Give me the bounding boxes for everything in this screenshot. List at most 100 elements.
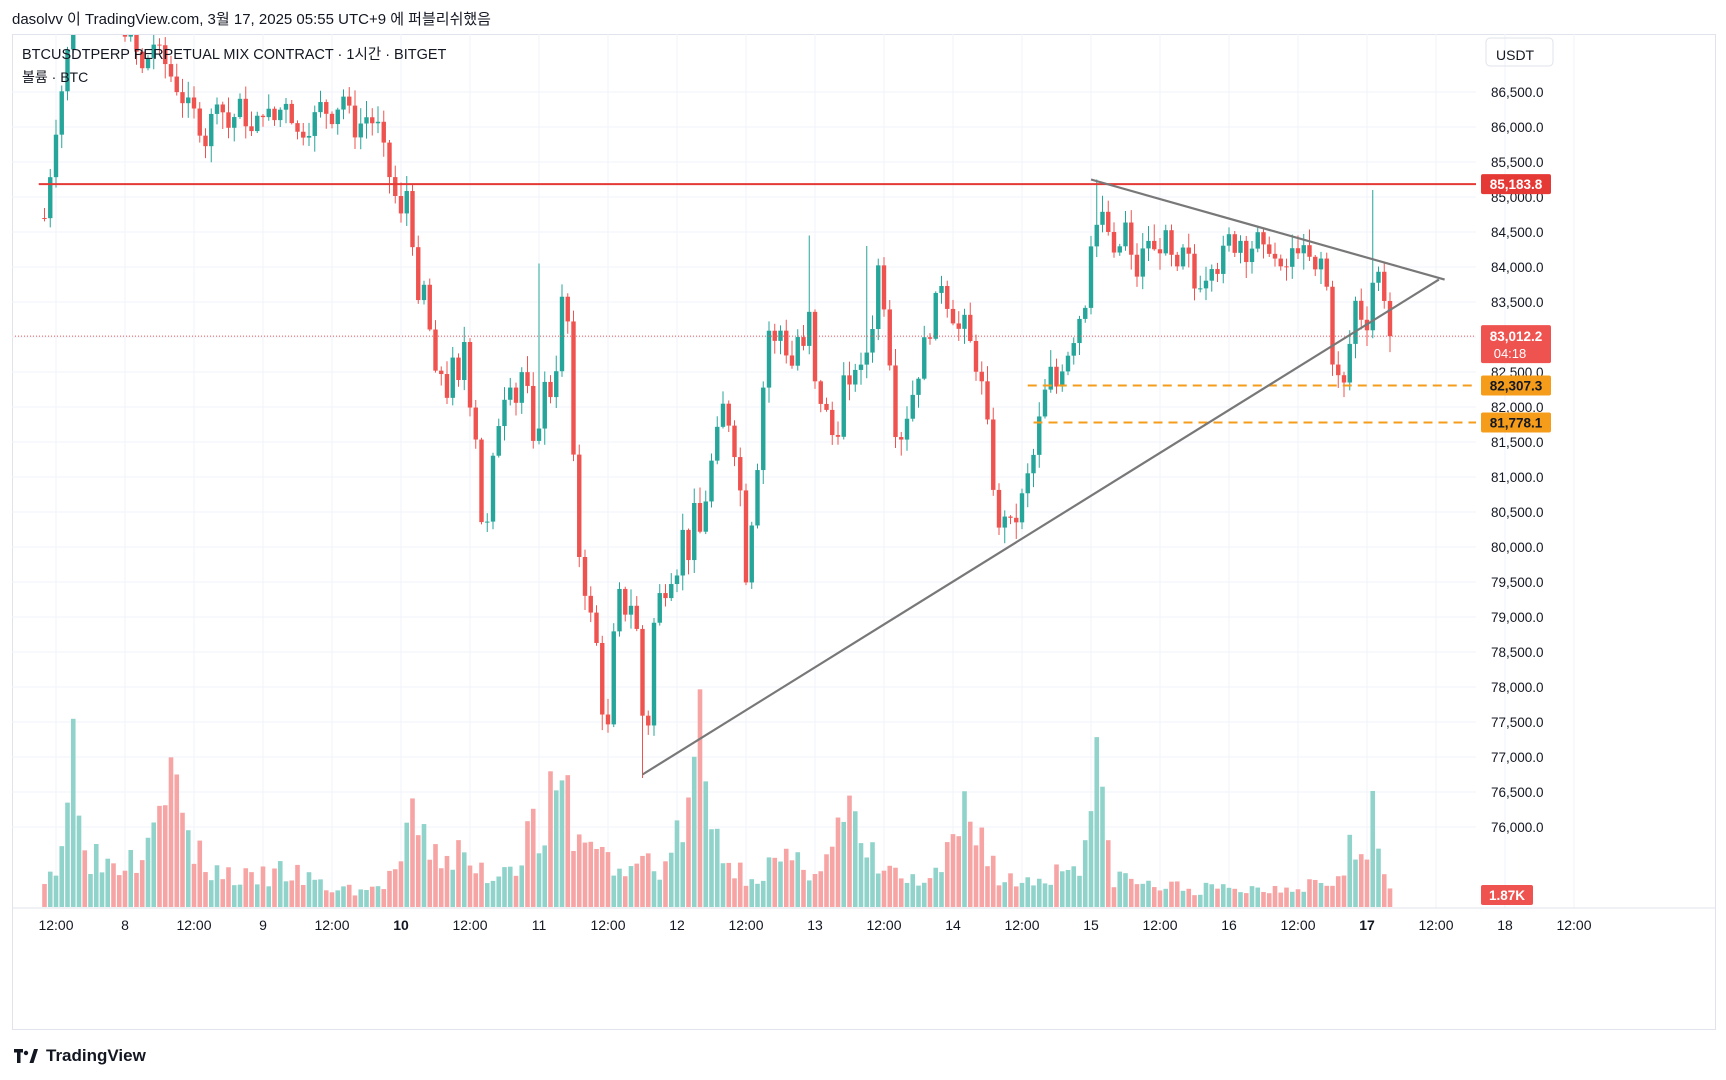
candle[interactable] bbox=[726, 400, 731, 433]
candle[interactable] bbox=[1180, 244, 1186, 270]
candle[interactable] bbox=[876, 258, 881, 341]
candle[interactable] bbox=[996, 483, 1002, 535]
candle[interactable] bbox=[272, 106, 277, 126]
candle[interactable] bbox=[490, 452, 496, 530]
candle[interactable] bbox=[485, 513, 490, 533]
candle[interactable] bbox=[669, 573, 674, 602]
candle[interactable] bbox=[1226, 227, 1232, 252]
candle[interactable] bbox=[789, 340, 795, 369]
candle[interactable] bbox=[1209, 264, 1214, 292]
candle[interactable] bbox=[657, 584, 662, 626]
candle[interactable] bbox=[232, 113, 237, 142]
candle[interactable] bbox=[1376, 266, 1381, 292]
candle[interactable] bbox=[77, 1, 81, 23]
candle[interactable] bbox=[416, 235, 421, 304]
candle[interactable] bbox=[1106, 200, 1111, 236]
support-price-tag[interactable]: 82,307.3 bbox=[1481, 375, 1551, 396]
candle[interactable] bbox=[1341, 371, 1347, 398]
candle[interactable] bbox=[939, 275, 944, 304]
candle[interactable] bbox=[1002, 510, 1007, 544]
candle[interactable] bbox=[784, 319, 789, 364]
candle[interactable] bbox=[818, 379, 823, 413]
candle[interactable] bbox=[439, 366, 444, 386]
candle[interactable] bbox=[1232, 230, 1237, 258]
candle[interactable] bbox=[1359, 288, 1364, 330]
candle[interactable] bbox=[163, 37, 168, 79]
volume-legend[interactable]: 볼륨 · BTC bbox=[22, 69, 89, 85]
candle[interactable] bbox=[749, 521, 754, 589]
candle[interactable] bbox=[502, 387, 507, 441]
candle[interactable] bbox=[174, 63, 179, 96]
candle[interactable] bbox=[301, 122, 306, 146]
candle[interactable] bbox=[743, 483, 749, 586]
candle[interactable] bbox=[807, 235, 812, 355]
candle[interactable] bbox=[973, 334, 979, 381]
candle[interactable] bbox=[617, 582, 622, 637]
candle[interactable] bbox=[450, 346, 455, 406]
candle[interactable] bbox=[697, 487, 703, 534]
candle[interactable] bbox=[214, 97, 220, 125]
candle[interactable] bbox=[1117, 243, 1122, 256]
candle[interactable] bbox=[956, 311, 961, 341]
candle[interactable] bbox=[985, 366, 990, 425]
candle[interactable] bbox=[1152, 224, 1157, 251]
candle[interactable] bbox=[536, 263, 542, 445]
tradingview-branding[interactable]: TradingView bbox=[14, 1046, 146, 1066]
candle[interactable] bbox=[674, 569, 680, 593]
candle[interactable] bbox=[1336, 351, 1341, 388]
candle[interactable] bbox=[1387, 292, 1393, 353]
candle[interactable] bbox=[71, 8, 76, 54]
candle[interactable] bbox=[686, 528, 691, 575]
candle[interactable] bbox=[651, 618, 657, 736]
candle[interactable] bbox=[910, 380, 915, 422]
candle[interactable] bbox=[847, 361, 852, 401]
candle[interactable] bbox=[1140, 233, 1145, 290]
candle[interactable] bbox=[738, 447, 743, 507]
candle[interactable] bbox=[243, 86, 248, 139]
candle[interactable] bbox=[381, 110, 386, 157]
candle[interactable] bbox=[571, 310, 576, 462]
candle[interactable] bbox=[927, 333, 933, 345]
candle[interactable] bbox=[950, 299, 956, 326]
candle[interactable] bbox=[663, 584, 668, 607]
candle[interactable] bbox=[387, 140, 392, 194]
candle[interactable] bbox=[720, 391, 726, 429]
candle[interactable] bbox=[1278, 254, 1283, 271]
candle[interactable] bbox=[226, 97, 231, 139]
candle[interactable] bbox=[467, 338, 473, 417]
candle[interactable] bbox=[134, 21, 139, 65]
candle[interactable] bbox=[531, 372, 536, 449]
candle[interactable] bbox=[1175, 251, 1180, 272]
candle[interactable] bbox=[209, 108, 214, 163]
currency-button[interactable] bbox=[1485, 37, 1554, 67]
candle[interactable] bbox=[375, 106, 381, 134]
candle[interactable] bbox=[266, 94, 271, 121]
candle[interactable] bbox=[427, 278, 432, 332]
candle[interactable] bbox=[962, 308, 967, 344]
candle[interactable] bbox=[1123, 211, 1128, 251]
candle[interactable] bbox=[761, 381, 766, 485]
candle[interactable] bbox=[370, 108, 375, 136]
candle[interactable] bbox=[864, 246, 869, 379]
candle[interactable] bbox=[1157, 238, 1163, 270]
candle[interactable] bbox=[830, 401, 835, 445]
symbol-title[interactable]: BTCUSDTPERP PERPETUAL MIX CONTRACT · 1시간… bbox=[22, 47, 447, 63]
candle[interactable] bbox=[858, 352, 864, 385]
candle[interactable] bbox=[191, 86, 197, 119]
candle[interactable] bbox=[1163, 224, 1168, 256]
candle[interactable] bbox=[824, 397, 829, 412]
candle[interactable] bbox=[680, 513, 685, 591]
candle[interactable] bbox=[841, 362, 846, 440]
lower-trendline[interactable] bbox=[641, 278, 1440, 776]
candle[interactable] bbox=[795, 329, 800, 371]
candle[interactable] bbox=[1284, 258, 1289, 281]
candle[interactable] bbox=[318, 90, 323, 118]
candle[interactable] bbox=[525, 356, 530, 394]
candle[interactable] bbox=[835, 421, 841, 445]
candle[interactable] bbox=[496, 418, 501, 458]
candle[interactable] bbox=[312, 105, 317, 152]
candle[interactable] bbox=[94, 0, 98, 21]
candle[interactable] bbox=[358, 108, 363, 150]
candle[interactable] bbox=[117, 9, 121, 24]
candle[interactable] bbox=[559, 284, 565, 377]
